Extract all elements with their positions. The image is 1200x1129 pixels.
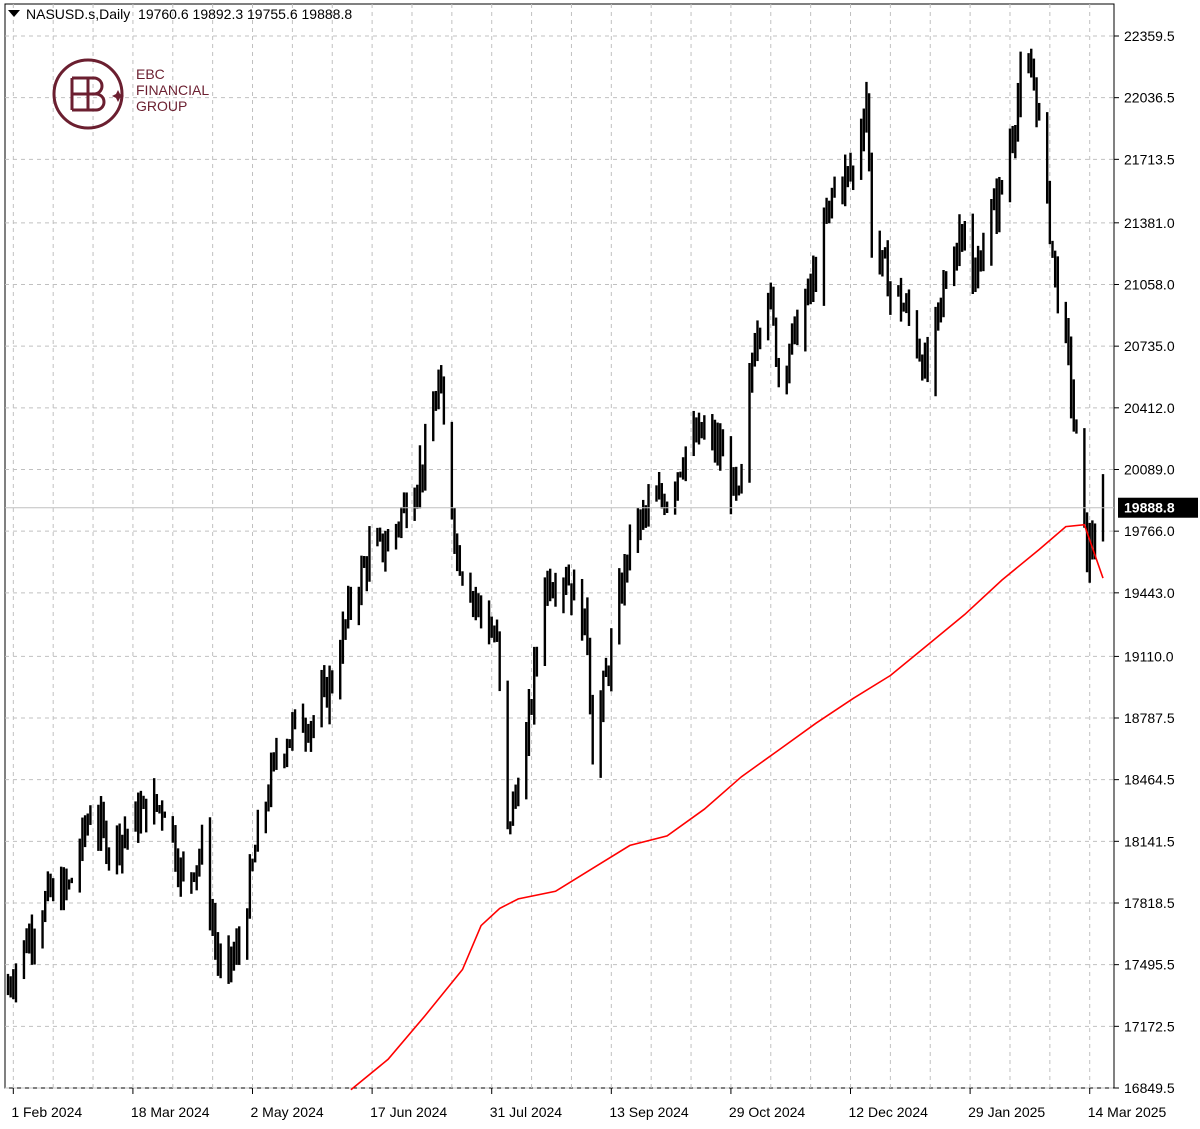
dropdown-triangle-icon[interactable] xyxy=(8,10,20,17)
logo-text: EBC FINANCIAL GROUP xyxy=(136,66,209,114)
y-tick-label: 16849.5 xyxy=(1124,1080,1175,1096)
price-bars xyxy=(6,48,1105,1003)
y-tick-label: 18464.5 xyxy=(1124,772,1175,788)
x-tick-label: 2 May 2024 xyxy=(251,1104,324,1120)
y-tick-label: 21058.0 xyxy=(1124,276,1175,292)
x-tick-label: 31 Jul 2024 xyxy=(490,1104,563,1120)
symbol-label: NASUSD.s,Daily xyxy=(26,6,131,22)
moving-average-line xyxy=(350,523,1104,1091)
y-tick-label: 17495.5 xyxy=(1124,957,1175,973)
ebc-logo: EBC FINANCIAL GROUP xyxy=(50,56,230,136)
x-tick-label: 13 Sep 2024 xyxy=(609,1104,689,1120)
y-tick-label: 22036.5 xyxy=(1124,90,1175,106)
chart-header: NASUSD.s,Daily 19760.6 19892.3 19755.6 1… xyxy=(8,6,352,22)
y-tick-label: 21381.0 xyxy=(1124,215,1175,231)
time-axis: 1 Feb 2024 18 Mar 2024 2 May 2024 17 Jun 20… xyxy=(11,1088,1167,1120)
y-tick-label: 19443.0 xyxy=(1124,585,1175,601)
x-tick-label: 17 Jun 2024 xyxy=(370,1104,447,1120)
plot-frame xyxy=(4,3,1115,1089)
x-tick-label: 29 Jan 2025 xyxy=(968,1104,1045,1120)
logo-line-2: FINANCIAL xyxy=(136,82,210,98)
y-tick-label: 20089.0 xyxy=(1124,461,1175,477)
y-tick-label: 17172.5 xyxy=(1124,1018,1175,1034)
x-tick-label: 29 Oct 2024 xyxy=(729,1104,805,1120)
y-tick-label: 22359.5 xyxy=(1124,28,1175,44)
y-tick-label: 18787.5 xyxy=(1124,710,1175,726)
y-tick-label: 21713.5 xyxy=(1124,151,1175,167)
x-tick-label: 12 Dec 2024 xyxy=(849,1104,929,1120)
price-axis: 22359.5 22036.5 21713.5 21381.0 21058.0 20735… xyxy=(1114,28,1175,1096)
y-tick-label: 20412.0 xyxy=(1124,400,1175,416)
current-price-value: 19888.8 xyxy=(1124,500,1175,516)
grid xyxy=(4,3,1115,1089)
y-tick-label: 19110.0 xyxy=(1124,648,1174,664)
logo-line-3: GROUP xyxy=(136,98,188,114)
logo-line-1: EBC xyxy=(136,66,165,82)
price-label-bg xyxy=(1118,497,1198,518)
x-tick-label: 18 Mar 2024 xyxy=(131,1104,210,1120)
y-tick-label: 17818.5 xyxy=(1124,895,1175,911)
x-tick-label: 1 Feb 2024 xyxy=(11,1104,82,1120)
current-price-label: 19888.8 xyxy=(1118,497,1198,518)
x-tick-label: 14 Mar 2025 xyxy=(1088,1104,1167,1120)
y-tick-label: 18141.5 xyxy=(1124,833,1175,849)
y-tick-label: 19766.0 xyxy=(1124,523,1175,539)
ohlc-readout: 19760.6 19892.3 19755.6 19888.8 xyxy=(138,6,353,22)
y-tick-label: 20735.0 xyxy=(1124,338,1175,354)
ebc-monogram-icon xyxy=(52,58,124,130)
